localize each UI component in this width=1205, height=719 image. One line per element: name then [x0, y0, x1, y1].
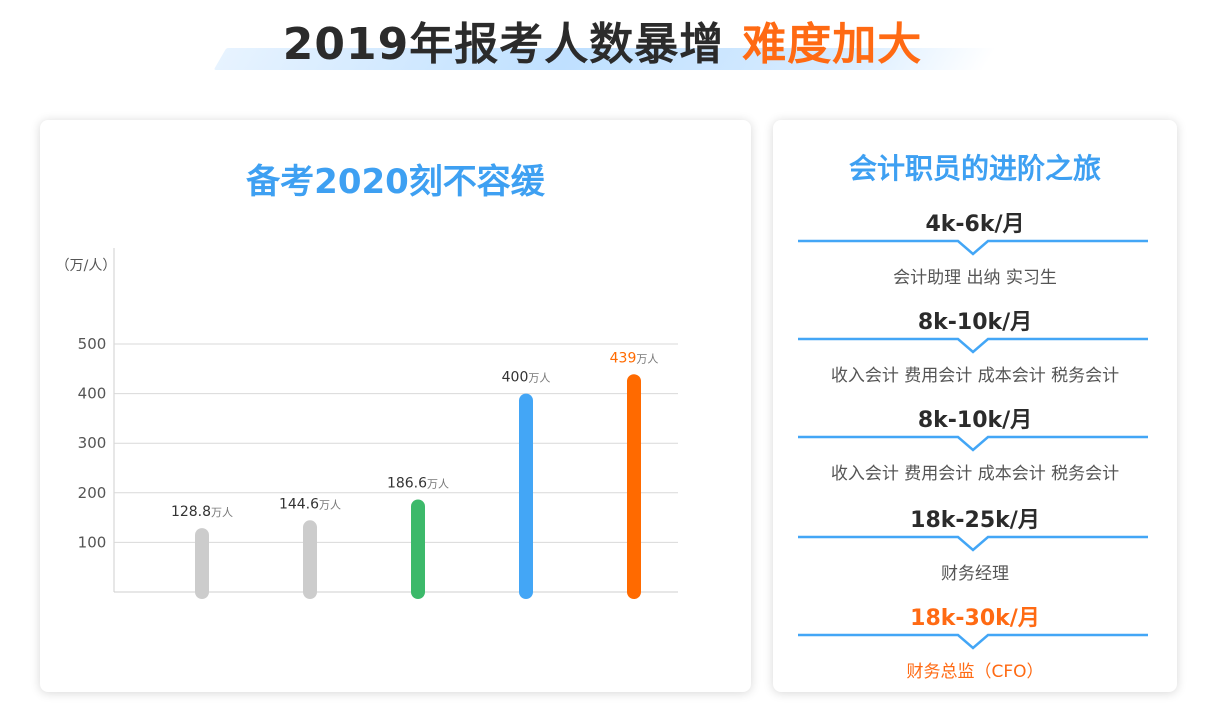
- stage-role: 收入会计 费用会计 成本会计 税务会计: [830, 366, 1120, 386]
- stage-divider: [798, 633, 1148, 650]
- stage-salary: 8k-10k/月: [917, 310, 1033, 335]
- bar-base: [195, 586, 209, 592]
- stage-salary: 18k-30k/月: [910, 606, 1040, 631]
- bar: [519, 393, 533, 599]
- y-tick-label: 400: [78, 385, 107, 403]
- bar-chart: （万/人） 100 200 300 400 500 128.8万人 144.6万人 186.6万…: [56, 248, 678, 599]
- stage-role: 会计助理 出纳 实习生: [893, 268, 1057, 288]
- y-tick-label: 100: [78, 533, 107, 551]
- page-title-main: 2019年报考人数暴增: [282, 19, 725, 70]
- stage-salary: 8k-10k/月: [917, 408, 1033, 433]
- bar-value-label: 400万人: [502, 370, 551, 386]
- bar: [627, 374, 641, 599]
- y-tick-label: 300: [78, 434, 107, 452]
- stage-divider: [798, 435, 1148, 452]
- bar-base: [411, 586, 425, 592]
- bar: [411, 499, 425, 599]
- career-card-heading: 会计职员的进阶之旅: [848, 152, 1101, 185]
- bar-value-label: 186.6万人: [387, 475, 449, 491]
- page-header: 2019年报考人数暴增 难度加大: [0, 0, 1205, 80]
- bar-value-label: 144.6万人: [279, 496, 341, 512]
- bar-base: [303, 586, 317, 592]
- stage-salary: 18k-25k/月: [910, 508, 1040, 533]
- bar-value-label: 439万人: [610, 350, 659, 366]
- y-tick-label: 200: [78, 484, 107, 502]
- y-tick-label: 500: [78, 335, 107, 353]
- chart-card-heading: 备考2020刻不容缓: [246, 162, 545, 202]
- bar-base: [519, 586, 533, 592]
- page-title: 2019年报考人数暴增 难度加大: [0, 8, 1205, 72]
- bar: [195, 528, 209, 599]
- stage-role: 财务总监（CFO）: [906, 662, 1044, 682]
- bar-base: [627, 586, 641, 592]
- stage-divider: [798, 535, 1148, 552]
- stage-divider: [798, 239, 1148, 256]
- stage-divider: [798, 337, 1148, 354]
- chart-card: 备考2020刻不容缓 （万/人） 100 200 300 400 500 128.8万人 14…: [40, 120, 751, 692]
- bar-value-label: 128.8万人: [171, 504, 233, 520]
- bar: [303, 520, 317, 599]
- career-card: 会计职员的进阶之旅 4k-6k/月 会计助理 出纳 实习生 8k-10k/月 收…: [773, 120, 1177, 692]
- stage-role: 财务经理: [941, 564, 1009, 584]
- y-axis-unit-label: （万/人）: [56, 258, 117, 274]
- stage-role: 收入会计 费用会计 成本会计 税务会计: [830, 464, 1120, 484]
- stage-salary: 4k-6k/月: [925, 212, 1025, 237]
- page-title-highlight: 难度加大: [742, 19, 923, 70]
